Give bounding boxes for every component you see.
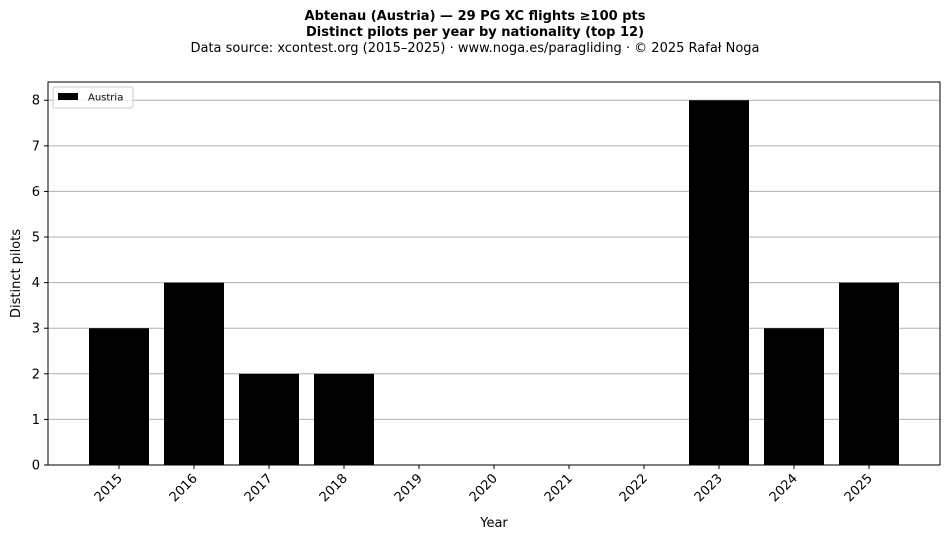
x-tick-label: 2023 bbox=[692, 471, 726, 505]
x-tick-label: 2024 bbox=[767, 471, 801, 505]
x-tick-label: 2022 bbox=[617, 471, 651, 505]
x-tick-label: 2019 bbox=[392, 471, 426, 505]
bar-2025 bbox=[839, 282, 899, 465]
legend-box bbox=[52, 86, 134, 109]
x-tick-label: 2018 bbox=[317, 471, 351, 505]
x-axis-ticks: 2015 2016 2017 2018 2019 2020 2021 2022 2023 2024… bbox=[92, 465, 876, 505]
y-tick-label: 2 bbox=[32, 367, 40, 382]
bar-2018 bbox=[314, 373, 374, 465]
y-tick-label: 1 bbox=[32, 413, 40, 428]
legend-swatch-austria bbox=[58, 93, 78, 100]
chart-title: Abtenau (Austria) — 29 PG XC flights ≥10… bbox=[304, 9, 646, 24]
bar-2015 bbox=[89, 328, 149, 465]
x-tick-label: 2017 bbox=[242, 471, 276, 505]
chart-titles: Abtenau (Austria) — 29 PG XC flights ≥10… bbox=[0, 9, 950, 57]
y-tick-label: 4 bbox=[32, 276, 40, 291]
x-tick-label: 2025 bbox=[842, 471, 876, 505]
y-axis-label: Distinct pilots bbox=[9, 229, 24, 318]
x-tick-label: 2016 bbox=[167, 471, 201, 505]
legend-label-austria: Austria bbox=[88, 93, 123, 104]
y-tick-label: 8 bbox=[32, 94, 40, 109]
y-tick-label: 5 bbox=[32, 231, 40, 246]
bar-2023 bbox=[689, 100, 749, 465]
bars bbox=[89, 100, 899, 465]
chart-source-note: Data source: xcontest.org (2015–2025) · … bbox=[190, 41, 760, 56]
y-tick-label: 0 bbox=[32, 459, 40, 474]
bar-2017 bbox=[239, 373, 299, 465]
y-tick-label: 3 bbox=[32, 322, 40, 337]
x-tick-label: 2015 bbox=[92, 471, 126, 505]
y-tick-label: 6 bbox=[32, 185, 40, 200]
x-tick-label: 2021 bbox=[542, 471, 576, 505]
x-axis-label: Year bbox=[479, 516, 508, 531]
y-tick-label: 7 bbox=[32, 139, 40, 154]
legend: Austria bbox=[52, 86, 134, 109]
x-tick-label: 2020 bbox=[467, 471, 501, 505]
chart-subtitle: Distinct pilots per year by nationality … bbox=[305, 25, 645, 40]
bar-2016 bbox=[164, 282, 224, 465]
bar-2024 bbox=[764, 328, 824, 465]
y-axis-ticks: 0 1 2 3 4 5 6 7 8 bbox=[32, 94, 48, 474]
